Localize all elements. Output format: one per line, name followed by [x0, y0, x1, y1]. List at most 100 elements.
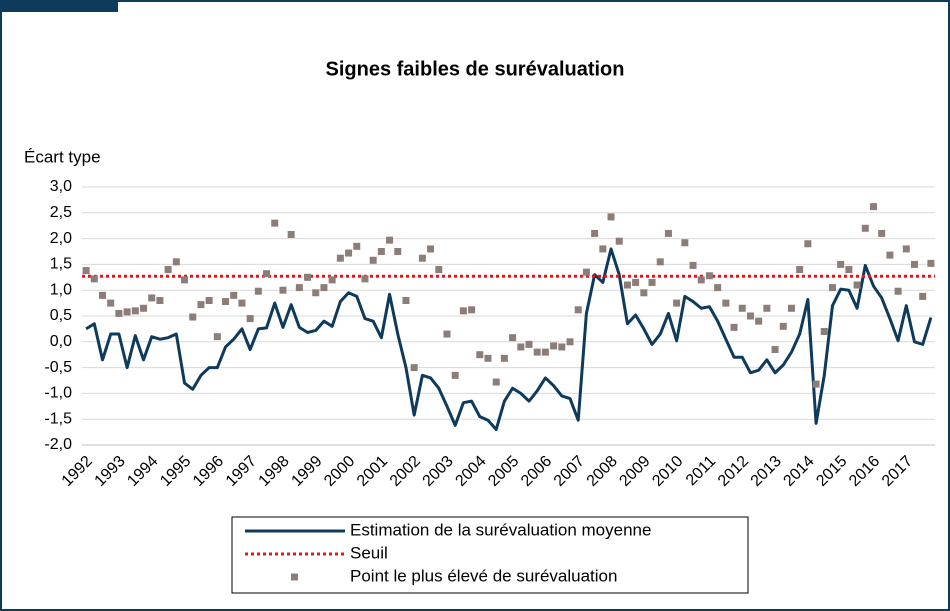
scatter-point: [517, 343, 525, 351]
y-axis-label: Écart type: [24, 147, 101, 166]
scatter-point: [320, 284, 328, 292]
scatter-point: [205, 297, 213, 305]
scatter-point: [468, 306, 476, 314]
scatter-point: [443, 330, 451, 338]
scatter-point: [574, 306, 582, 314]
scatter-point: [705, 272, 713, 280]
scatter-point: [689, 261, 697, 269]
scatter-point: [246, 315, 254, 323]
scatter-point: [623, 281, 631, 289]
scatter-point: [681, 239, 689, 247]
scatter-point: [336, 254, 344, 262]
scatter-point: [328, 276, 336, 284]
scatter-point: [213, 333, 221, 341]
legend-swatch: [291, 573, 298, 581]
y-tick-label: -1,0: [44, 385, 72, 402]
scatter-point: [746, 312, 754, 320]
scatter-point: [99, 291, 107, 299]
scatter-point: [533, 348, 541, 356]
scatter-point: [82, 267, 90, 275]
scatter-point: [566, 338, 574, 346]
scatter-point: [763, 304, 771, 312]
scatter-point: [238, 299, 246, 307]
scatter-point: [722, 299, 730, 307]
scatter-point: [312, 289, 320, 297]
legend-label: Seuil: [350, 543, 388, 562]
scatter-point: [632, 278, 640, 286]
scatter-point: [451, 371, 459, 379]
scatter-point: [558, 343, 566, 351]
scatter-point: [796, 266, 804, 274]
scatter-point: [509, 334, 517, 342]
scatter-point: [369, 256, 377, 264]
y-tick-label: -0,5: [44, 359, 72, 376]
y-tick-label: -2,0: [44, 436, 72, 453]
scatter-point: [648, 278, 656, 286]
scatter-point: [90, 275, 98, 283]
y-tick-label: 1,0: [50, 281, 72, 298]
y-tick-label: 0,5: [50, 307, 72, 324]
scatter-point: [771, 346, 779, 354]
scatter-point: [410, 364, 418, 372]
scatter-point: [418, 254, 426, 262]
y-tick-label: 2,0: [50, 230, 72, 247]
scatter-point: [295, 284, 303, 292]
scatter-point: [697, 276, 705, 284]
y-tick-label: 0,0: [50, 333, 72, 350]
scatter-point: [197, 301, 205, 309]
scatter-point: [730, 323, 738, 331]
scatter-point: [804, 240, 812, 248]
scatter-point: [845, 266, 853, 274]
chart-title: Signes faibles de surévaluation: [326, 58, 625, 80]
legend-label: Point le plus élevé de surévaluation: [350, 566, 617, 585]
line-series: [85, 247, 933, 432]
scatter-point: [837, 260, 845, 268]
scatter-point: [123, 308, 131, 316]
scatter-point: [591, 229, 599, 237]
scatter-point: [779, 322, 787, 330]
scatter-point: [615, 237, 623, 245]
y-tick-label: 3,0: [50, 178, 72, 195]
scatter-point: [656, 258, 664, 266]
scatter-point: [254, 287, 262, 295]
scatter-point: [402, 297, 410, 305]
scatter-point: [820, 327, 828, 335]
scatter-point: [156, 297, 164, 305]
scatter-point: [910, 260, 918, 268]
scatter-point: [550, 342, 558, 350]
scatter-point: [582, 268, 590, 276]
scatter-point: [394, 248, 402, 255]
scatter-point: [427, 245, 435, 253]
scatter-point: [861, 224, 869, 232]
scatter-point: [738, 304, 746, 312]
scatter-point: [673, 299, 681, 307]
scatter-point: [361, 275, 369, 283]
scatter-point: [189, 313, 197, 321]
scatter-point: [140, 304, 148, 312]
scatter-point: [181, 276, 189, 284]
scatter-point: [172, 258, 180, 266]
scatter-point: [459, 307, 467, 315]
scatter-point: [927, 259, 935, 267]
scatter-point: [353, 242, 361, 250]
y-tick-label: 1,5: [50, 256, 72, 273]
scatter-point: [541, 348, 549, 356]
scatter-point: [271, 219, 279, 227]
scatter-point: [131, 307, 139, 315]
scatter-point: [869, 203, 877, 211]
scatter-point: [714, 284, 722, 292]
y-tick-label: 2,5: [50, 204, 72, 221]
scatter-point: [345, 249, 353, 257]
scatter-point: [894, 287, 902, 295]
scatter-point: [828, 284, 836, 292]
scatter-point: [919, 292, 927, 300]
y-tick-label: -1,5: [44, 410, 72, 427]
scatter-point: [787, 304, 795, 312]
scatter-point: [886, 251, 894, 259]
scatter-point: [812, 380, 820, 388]
tab: [0, 0, 118, 12]
scatter-point: [484, 354, 492, 362]
scatter-point: [878, 229, 886, 237]
scatter-point: [640, 289, 648, 297]
scatter-point: [377, 248, 385, 255]
